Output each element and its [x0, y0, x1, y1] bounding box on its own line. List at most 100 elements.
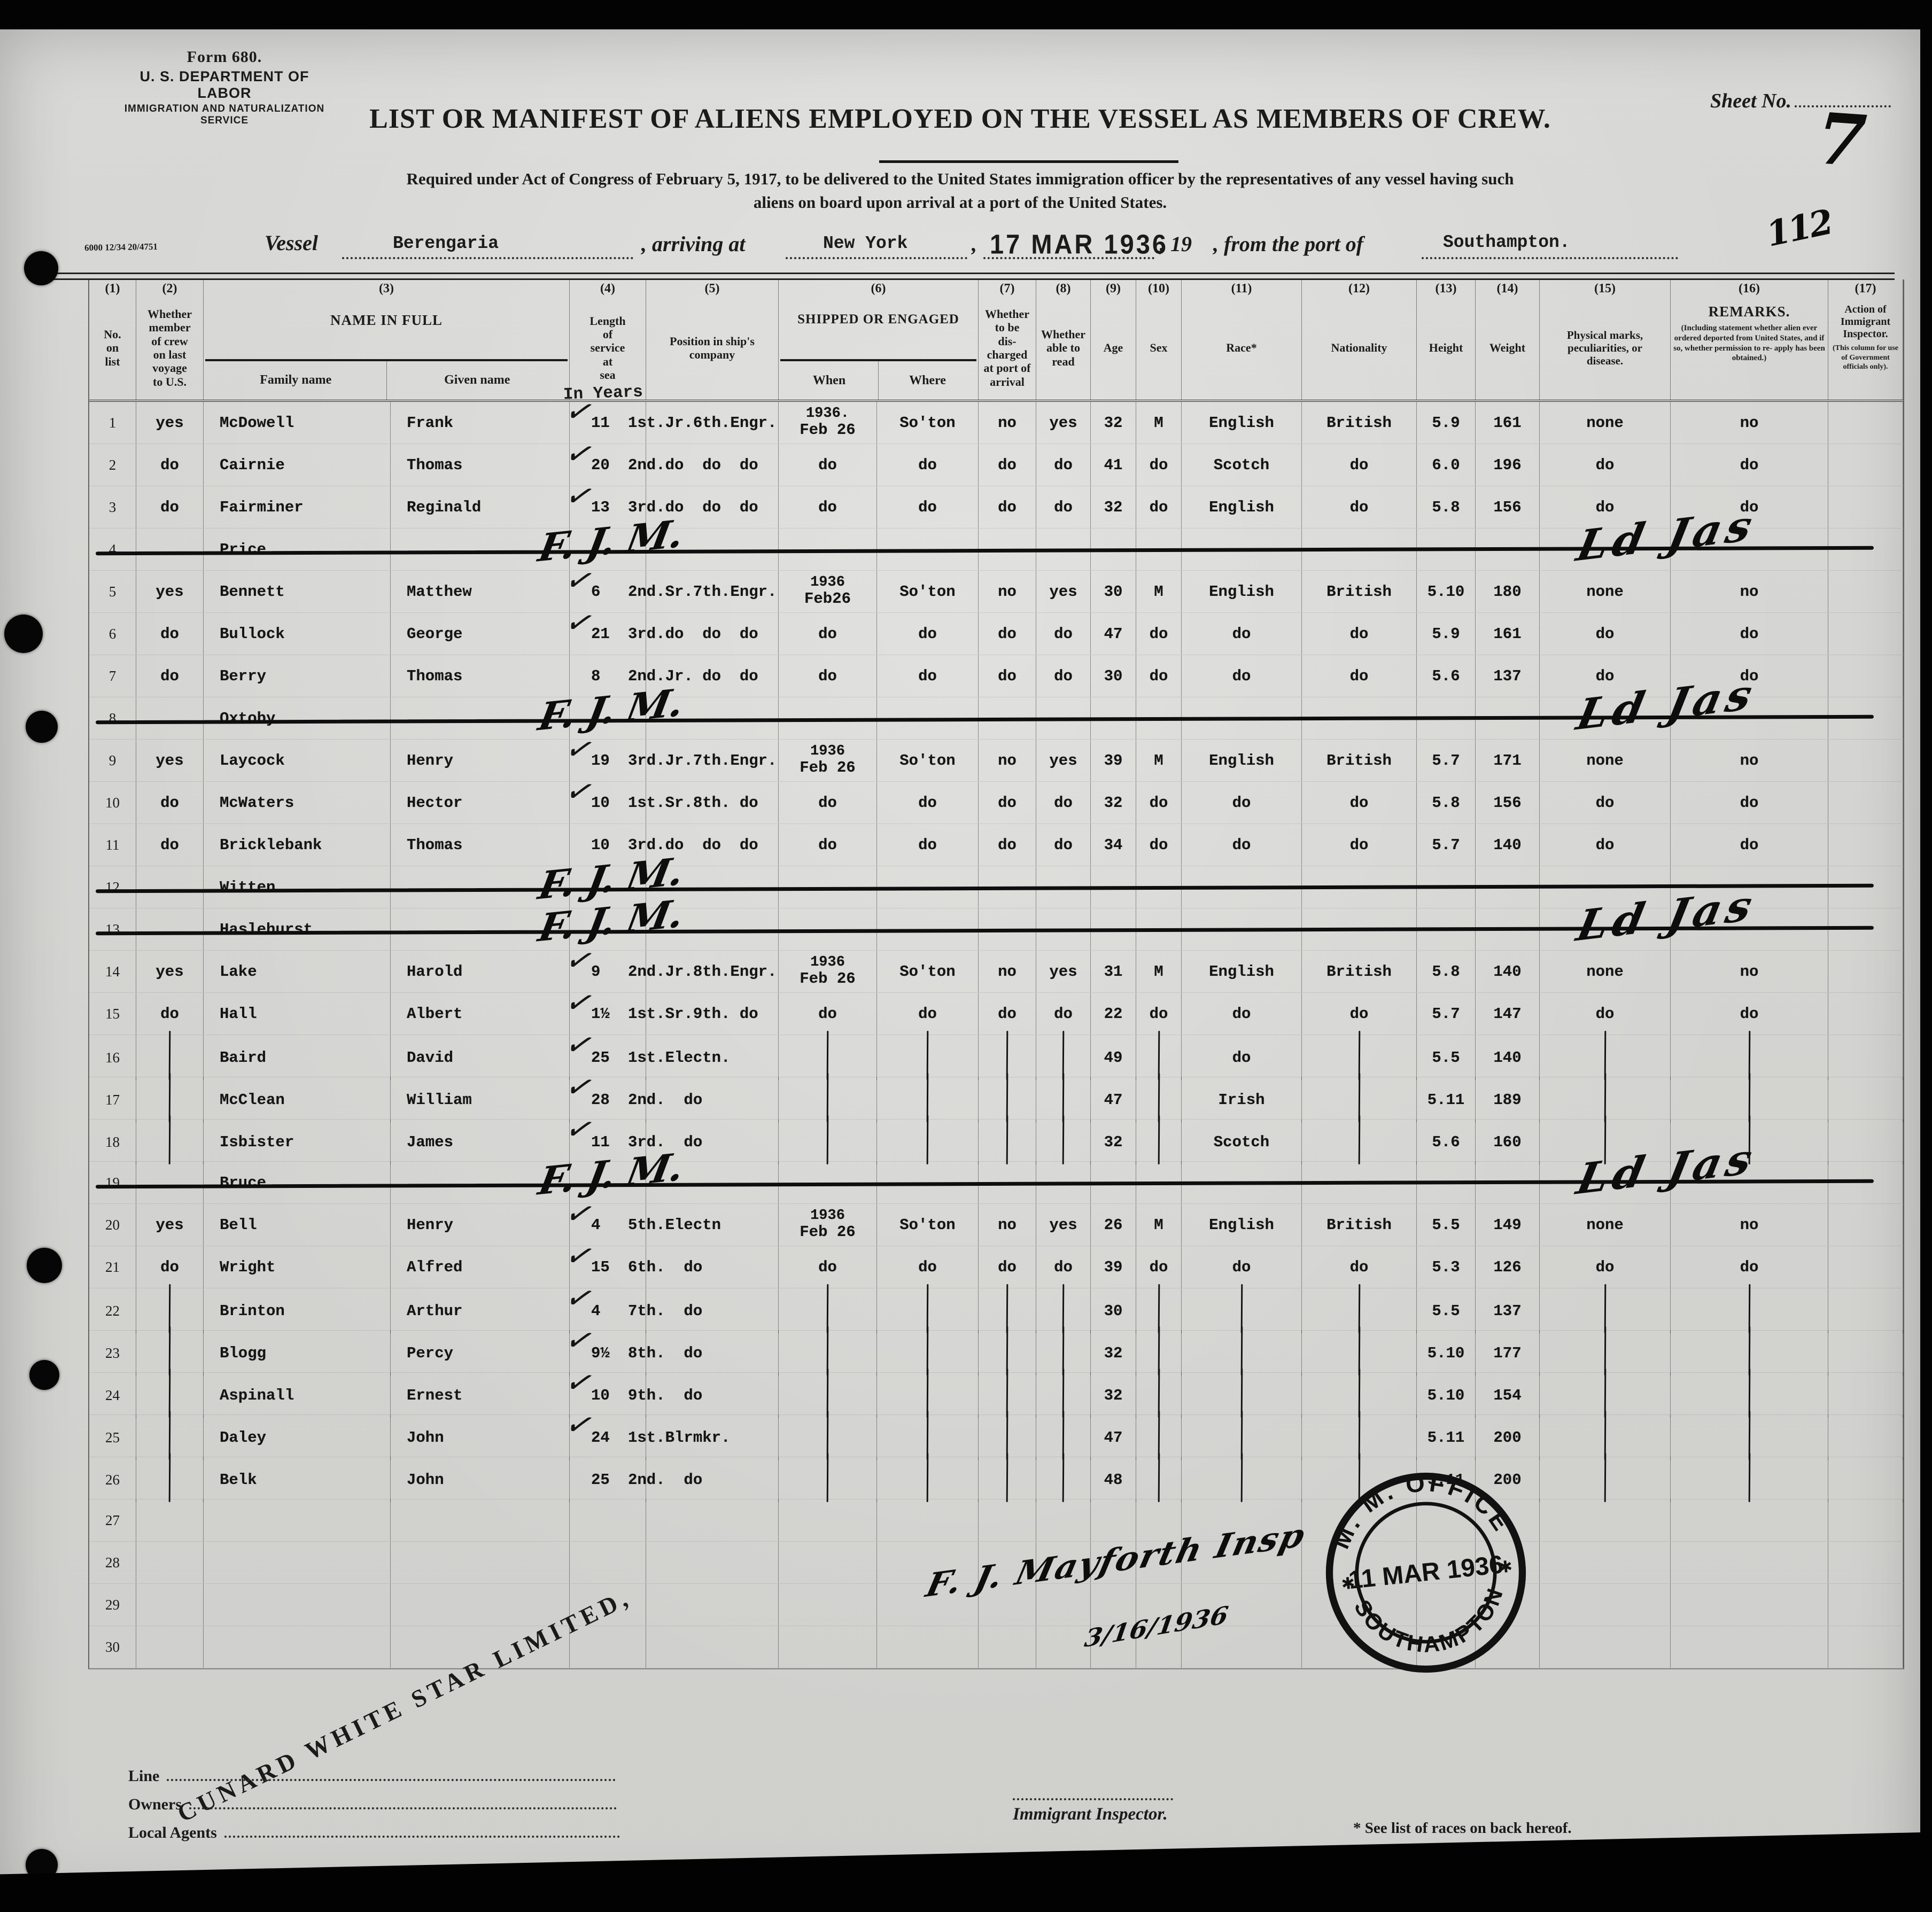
typed-value: do [1054, 794, 1073, 812]
cell-read [1036, 1368, 1091, 1418]
cell-dis: do [979, 993, 1036, 1035]
hole-punch [24, 251, 58, 285]
cell-fam: Haslehurst [204, 908, 391, 950]
typed-value: 137 [1493, 667, 1522, 685]
typed-value: Harold [407, 962, 463, 981]
cell-act [1828, 1288, 1903, 1333]
table-row: 8 Oxtoby F. J. M. Ld Jas [89, 669, 1903, 740]
typed-value: British [1326, 414, 1392, 432]
cell-pos: 8th. do [628, 1331, 779, 1375]
cell-where: So'ton [877, 571, 979, 612]
typed-value: Albert [407, 1005, 463, 1023]
typed-value: do [918, 1258, 937, 1276]
cell-giv [391, 908, 570, 950]
cell-svc [570, 1584, 646, 1626]
cell-ht [1417, 1542, 1476, 1583]
typed-value: 189 [1493, 1091, 1522, 1109]
cell-dis: do [979, 486, 1036, 528]
cell-n: 30 [89, 1626, 136, 1668]
typed-value: yes [1049, 414, 1077, 432]
typed-value: do [818, 456, 837, 474]
typed-value: 11 [591, 414, 610, 432]
cell-wt: 200 [1476, 1457, 1540, 1502]
cell-marks [1540, 1626, 1671, 1668]
cell-ht [1417, 1584, 1476, 1626]
typed-value: do [998, 667, 1017, 685]
cell-giv: William [391, 1077, 570, 1122]
cell-n: 27 [89, 1499, 136, 1541]
sheet-no-label: Sheet No. [1710, 89, 1891, 113]
cell-fam: Blogg [204, 1331, 391, 1375]
table-row: 15 do Hall Albert ✓ 1½ 1st.Sr.9th. do do do do do 2… [89, 983, 1903, 1035]
typed-value: 8 [591, 667, 601, 685]
typed-value: 149 [1493, 1216, 1522, 1234]
cell-svc: ✓ 9 [561, 941, 646, 992]
typed-value: Haslehurst [220, 920, 313, 938]
cell-sex [1136, 1584, 1182, 1626]
ditto-line [1006, 1115, 1008, 1165]
cell-where [877, 1542, 979, 1583]
cell-wt: 154 [1476, 1373, 1540, 1418]
cell-wt: 147 [1476, 993, 1540, 1035]
typed-value: 2nd.Jr. do do [628, 667, 758, 685]
ditto-line [1062, 1452, 1065, 1503]
cell-age: 32 [1091, 402, 1136, 444]
stamp-star-left: ✱ [1340, 1574, 1356, 1593]
cell-rem: do [1671, 486, 1828, 528]
typed-value: 5.8 [1432, 498, 1460, 516]
cell-dis [979, 1115, 1036, 1165]
cell-fam: Belk [204, 1457, 391, 1502]
table-row: 19 Bruce F. J. M. Ld Jas [89, 1133, 1903, 1204]
cell-nat [1302, 1368, 1417, 1418]
typed-value: do [1740, 794, 1759, 812]
year-typed: 1936 [810, 743, 845, 759]
cell-race [1182, 1452, 1302, 1503]
typed-value: do [818, 498, 837, 516]
typed-value: do [1054, 456, 1073, 474]
cell-mem [136, 1284, 204, 1334]
cell-when: do [779, 486, 877, 528]
cell-fam: Brinton [204, 1288, 391, 1333]
cell-sex: do [1136, 1246, 1182, 1288]
typed-value: 5.11 [1427, 1091, 1465, 1109]
cell-marks [1540, 1326, 1671, 1376]
owners-blank [189, 1796, 617, 1809]
cell-wt: 140 [1476, 1035, 1540, 1080]
cell-n: 10 [89, 782, 136, 823]
cell-nat: do [1302, 444, 1417, 486]
cell-act [1828, 1457, 1903, 1502]
cell-svc: 10 [570, 824, 646, 866]
cell-wt: 137 [1476, 1288, 1540, 1333]
cell-pos: 1st.Blrmkr. [628, 1415, 779, 1460]
cell-marks: none [1540, 402, 1671, 444]
cell-sex: M [1136, 1204, 1182, 1246]
typed-value: do [1349, 498, 1369, 516]
typed-value: yes [156, 582, 184, 601]
cell-read [1036, 1326, 1091, 1376]
cell-pos: 3rd.do do do [628, 613, 779, 655]
typed-value: do [998, 794, 1017, 812]
typed-value: 5.5 [1432, 1216, 1460, 1234]
cell-fam [204, 1542, 391, 1583]
typed-value: 9th. do [628, 1386, 703, 1404]
ditto-line [168, 1452, 171, 1503]
cell-mem [136, 1542, 204, 1583]
ditto-line [826, 1115, 829, 1165]
cell-ht: 5.10 [1417, 1331, 1476, 1375]
cell-wt [1476, 1626, 1540, 1668]
cell-marks [1540, 1452, 1671, 1503]
typed-value: So'ton [899, 751, 956, 770]
typed-value: do [1349, 1258, 1369, 1276]
cell-read: do [1036, 782, 1091, 823]
cell-marks: do [1540, 1246, 1671, 1288]
typed-value: Scotch [1213, 1133, 1270, 1151]
typed-value: Bell [220, 1216, 257, 1234]
hole-punch [29, 1360, 59, 1390]
cell-n: 5 [89, 571, 136, 612]
ditto-line [1604, 1452, 1606, 1503]
from-port-blank [1422, 257, 1678, 259]
col-weight: (14) Weight [1476, 279, 1540, 400]
typed-value: 126 [1493, 1258, 1522, 1276]
cell-fam: Fairminer [204, 486, 391, 528]
typed-value: 10 [591, 794, 610, 812]
